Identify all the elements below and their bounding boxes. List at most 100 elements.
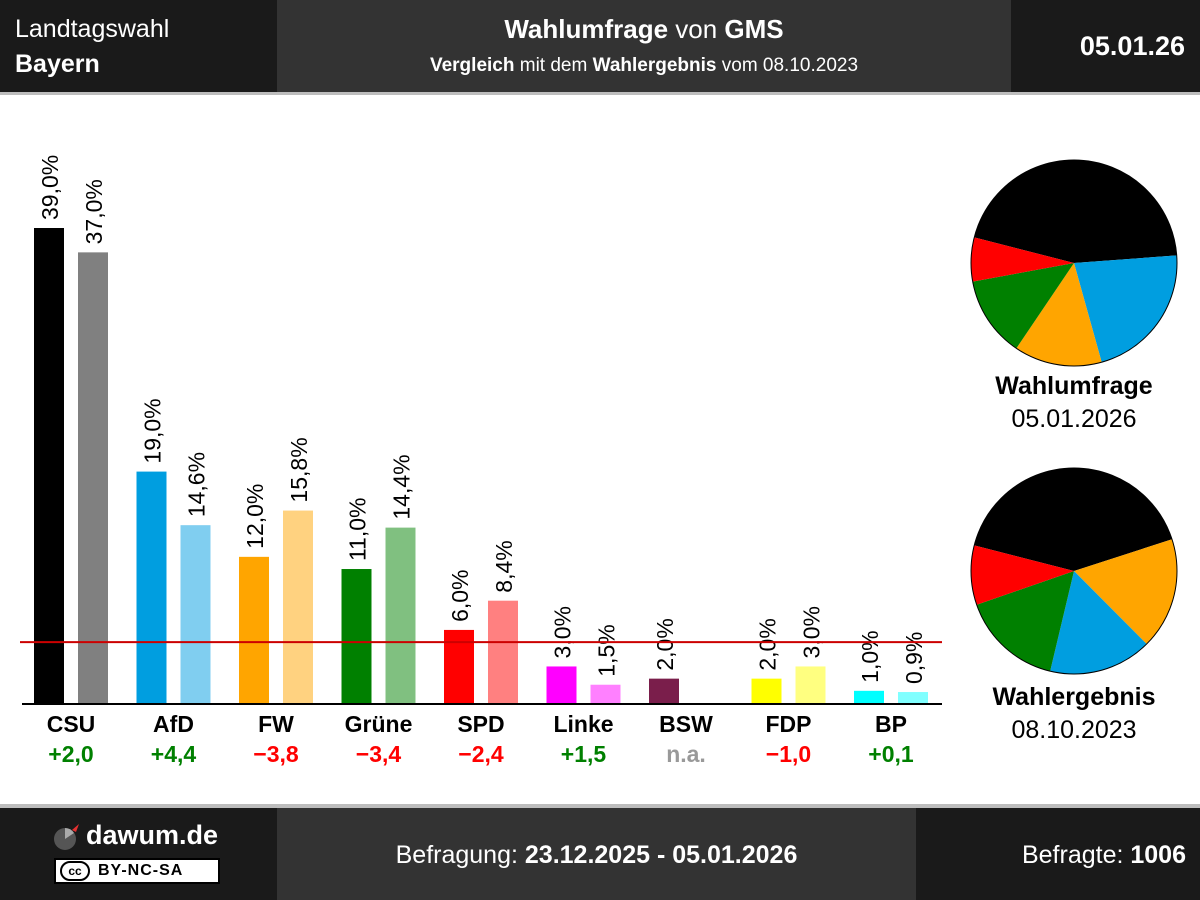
result-bar-fdp [795,666,826,703]
party-label: Linke [553,711,613,737]
header-date: 05.01.26 [1079,31,1185,61]
poll-bar-spd [444,629,474,703]
survey-label: Befragung: [395,841,525,869]
survey-period: Befragung: 23.12.2025 - 05.01.2026 [277,841,916,870]
pie-poll-title: Wahlumfrage [995,372,1153,400]
party-label: FW [258,711,294,737]
subtitle-compare: Vergleich [429,55,515,76]
title-institute: GMS [724,14,784,44]
poll-bar-bsw [649,678,679,703]
header-date-block: 05.01.26 [1011,0,1200,92]
result-value-label: 37,0% [81,179,107,244]
pie-poll-slice-spd [971,237,1074,282]
poll-bar-bp [854,690,884,703]
result-value-label: 8,4% [491,540,517,592]
result-value-label: 3,0% [799,606,825,658]
poll-bar-grüne [341,569,372,703]
poll-value-label: 1,0% [857,630,883,682]
license-text: BY-NC-SA [98,862,184,879]
subtitle-date: vom 08.10.2023 [716,55,859,76]
footer-respondents: Befragte: 1006 [916,808,1200,900]
footer-survey-period: Befragung: 23.12.2025 - 05.01.2026 [277,808,916,900]
region-name: Bayern [15,50,100,78]
pie-result-slice-grüne [976,571,1074,672]
subtitle-connector: mit dem [514,55,593,76]
survey-range: 23.12.2025 - 05.01.2026 [524,841,798,869]
poll-bar-csu [34,228,64,703]
change-label: +0,1 [868,741,914,767]
party-label: SPD [457,711,504,737]
result-bar-spd [488,600,518,703]
result-bar-linke [590,684,621,703]
change-label: −3,4 [356,741,402,767]
footer-brand: dawum.de cc BY-NC-SA [0,808,277,900]
poll-value-label: 3,0% [550,606,576,658]
change-label: −1,0 [766,741,811,767]
pie-poll-slice-grüne [972,263,1074,349]
poll-value-label: 39,0% [37,155,63,220]
header-divider [0,92,1200,95]
pie-result-slice-csu [974,468,1172,571]
dawum-logo-icon [54,824,79,850]
result-bar-grüne [385,527,416,703]
bar-chart: 39,0% 37,0% CSU +2,0 19,0% 14,6% AfD +4,4 12,0% 1… [20,155,1178,767]
election-type: Landtagswahl [15,15,170,43]
respondents: Befragte: 1006 [1022,841,1186,870]
pie-result-slice-spd [970,545,1074,605]
poll-bar-linke [546,666,577,703]
result-bar-fw [283,510,313,703]
change-label: −3,8 [253,741,299,767]
pie-poll-outline [970,159,1178,367]
pie-result-title: Wahlergebnis [992,683,1156,711]
pie-poll-date: 05.01.2026 [1011,405,1137,433]
poll-value-label: 11,0% [345,498,371,562]
header-region: Landtagswahl Bayern [0,0,277,92]
party-label: Grüne [345,711,413,737]
respondents-value: 1006 [1130,841,1186,869]
page-subtitle: Vergleich mit dem Wahlergebnis vom 08.10… [277,55,1011,77]
poll-value-label: 12,0% [242,484,268,549]
party-label: CSU [47,711,96,737]
poll-value-label: 2,0% [652,618,678,670]
party-label: BP [875,711,907,737]
license-badge[interactable]: cc BY-NC-SA [54,858,220,884]
poll-value-label: 6,0% [447,569,473,621]
result-bar-csu [78,252,108,703]
title-connector: von [668,14,725,44]
result-value-label: 14,6% [184,452,210,517]
footer-divider [0,804,1200,808]
result-bar-bp [898,692,928,703]
poll-value-label: 19,0% [140,398,166,463]
result-value-label: 0,9% [901,632,927,684]
change-label: −2,4 [458,741,504,767]
pie-poll-slice-afd [1074,255,1178,363]
pie-poll-slice-csu [974,160,1177,263]
change-label: +4,4 [151,741,197,767]
change-label: +2,0 [48,741,93,767]
subtitle-result: Wahlergebnis [592,55,717,76]
poll-value-label: 2,0% [755,618,781,670]
result-bar-afd [180,525,211,703]
page-title: Wahlumfrage von GMS [277,14,1011,45]
pie-result-slice-fw [1074,539,1177,644]
change-label: n.a. [666,741,706,767]
pie-poll-slice-fw [1016,263,1102,367]
logo-text[interactable]: dawum.de [86,820,219,850]
poll-bar-fdp [751,678,782,703]
respondents-label: Befragte: [1021,841,1131,869]
pie-result-outline [970,467,1178,675]
pie-result-slice-afd [1050,571,1147,674]
title-poll: Wahlumfrage [504,14,669,44]
cc-icon: cc [60,861,90,881]
poll-bar-fw [239,556,269,703]
party-label: BSW [659,711,713,737]
change-label: +1,5 [561,741,607,767]
party-label: FDP [766,711,812,737]
result-value-label: 15,8% [286,437,312,502]
result-value-label: 1,5% [594,624,620,676]
header-title-block: Wahlumfrage von GMS Vergleich mit dem Wa… [277,0,1011,92]
poll-bar-afd [136,471,167,703]
result-value-label: 14,4% [389,454,415,519]
pie-result-date: 08.10.2023 [1011,716,1137,744]
party-label: AfD [153,711,194,737]
